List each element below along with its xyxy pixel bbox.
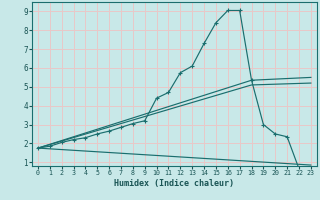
- X-axis label: Humidex (Indice chaleur): Humidex (Indice chaleur): [115, 179, 234, 188]
